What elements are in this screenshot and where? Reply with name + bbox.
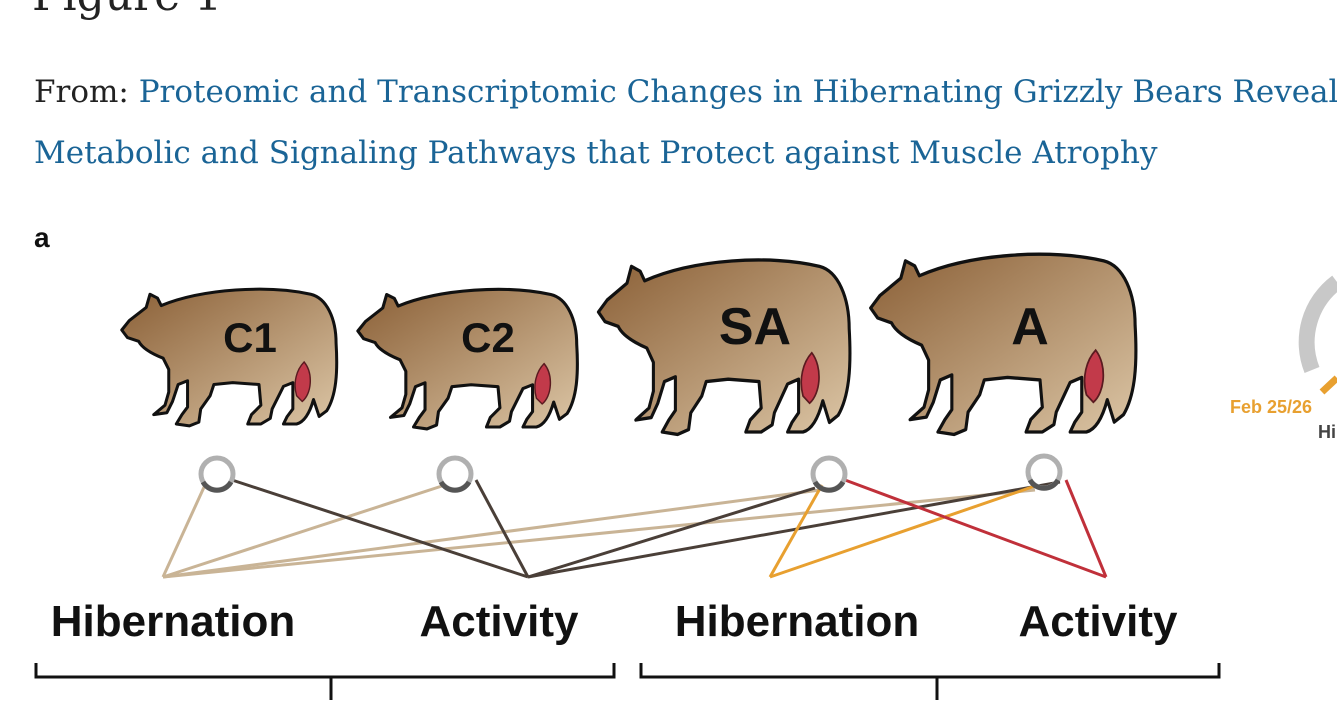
line-a-activity bbox=[527, 480, 1061, 579]
bear-label-sa: SA bbox=[719, 298, 791, 356]
article-reference: From: Proteomic and Transcriptomic Chang… bbox=[34, 62, 1337, 184]
ring-sa bbox=[810, 455, 848, 493]
bear-a bbox=[868, 252, 1138, 437]
line-sa-activity bbox=[527, 486, 816, 579]
label-left-activity: Activity bbox=[420, 597, 579, 646]
side-partial-label: Hi bbox=[1318, 422, 1336, 442]
bear-c1 bbox=[120, 287, 339, 428]
side-timeline-fragment: Feb 25/26 Hi bbox=[1230, 275, 1337, 442]
ring-a bbox=[1025, 453, 1063, 491]
line-c2-hibernation bbox=[162, 483, 446, 579]
line-c2-activity bbox=[474, 479, 530, 578]
line-sa-right-activity bbox=[844, 478, 1107, 579]
line-a-right-hibernation bbox=[769, 484, 1036, 579]
label-left-hibernation: Hibernation bbox=[51, 597, 295, 646]
date-label: Feb 25/26 bbox=[1230, 397, 1312, 417]
figure-title: Figure 1 bbox=[32, 0, 222, 21]
line-a-right-activity bbox=[1064, 479, 1108, 578]
line-a-hibernation bbox=[162, 488, 1036, 579]
line-c1-activity bbox=[231, 478, 529, 579]
label-right-activity: Activity bbox=[1019, 597, 1178, 646]
article-link[interactable]: Proteomic and Transcriptomic Changes in … bbox=[34, 74, 1337, 171]
muscle-icon bbox=[1083, 348, 1105, 404]
muscle-icon bbox=[800, 351, 820, 405]
bear-label-a: A bbox=[1011, 298, 1049, 356]
connection-lines bbox=[161, 478, 1108, 579]
bracket-left bbox=[34, 663, 616, 700]
bear-sa bbox=[596, 258, 852, 437]
ring-c2 bbox=[436, 455, 474, 493]
timepoint-rings bbox=[198, 453, 1063, 493]
bear-label-c2: C2 bbox=[461, 314, 515, 361]
ring-c1 bbox=[198, 455, 236, 493]
timeline-marker-icon bbox=[1319, 375, 1337, 395]
line-sa-right-hibernation bbox=[768, 484, 824, 578]
panel-label: a bbox=[34, 222, 50, 253]
bracket-right bbox=[639, 663, 1221, 700]
timeline-arc-icon bbox=[1298, 275, 1337, 373]
from-prefix: From: bbox=[34, 74, 129, 110]
label-right-hibernation: Hibernation bbox=[675, 597, 919, 646]
bear-c2 bbox=[356, 287, 579, 431]
bear-label-c1: C1 bbox=[223, 314, 277, 361]
muscle-icon bbox=[294, 360, 311, 403]
line-c1-hibernation bbox=[161, 484, 207, 578]
line-sa-hibernation bbox=[162, 488, 821, 579]
muscle-icon bbox=[534, 362, 552, 405]
